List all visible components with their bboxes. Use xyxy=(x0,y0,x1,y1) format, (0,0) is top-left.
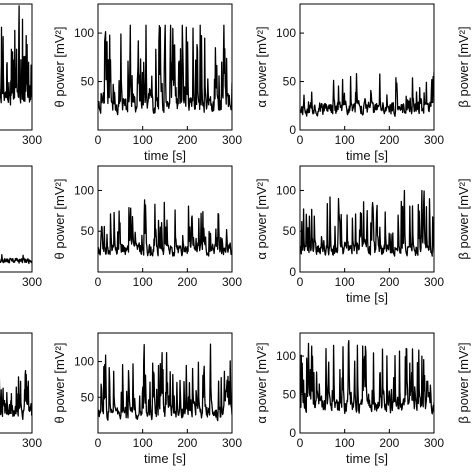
x-tick-label-r2c2-100: 100 xyxy=(335,275,355,289)
x-tick-label-r3c1-300: 300 xyxy=(222,436,242,450)
x-tick-label-r3c1-0: 0 xyxy=(95,436,102,450)
y-tick-label-r3c2-100: 100 xyxy=(276,349,296,363)
y-axis-label-r3c2: α power [mV²] xyxy=(254,342,269,423)
x-tick-label-r2c1-0: 0 xyxy=(95,275,102,289)
y-tick-label-r1c1-100: 100 xyxy=(74,26,94,40)
panel-r2c3: β power [mV²] xyxy=(456,178,471,259)
axes-box-r3c1 xyxy=(97,332,233,434)
x-tick-label-r1c2-300: 300 xyxy=(424,133,444,147)
axes-box-r2c0 xyxy=(0,165,33,273)
x-tick-label-r2c2-200: 200 xyxy=(379,275,399,289)
y-tick-label-r2c2-0: 0 xyxy=(289,265,296,279)
x-tick-label-r1c0-300: 300 xyxy=(22,133,42,147)
y-tick-label-r2c1-100: 100 xyxy=(74,183,94,197)
x-tick-label-r1c2-0: 0 xyxy=(297,133,304,147)
series-line-r1c1-0 xyxy=(98,24,232,116)
x-tick-label-r1c1-300: 300 xyxy=(222,133,242,147)
x-tick-label-r1c1-100: 100 xyxy=(133,133,153,147)
series-line-r1c0-0 xyxy=(0,5,32,106)
x-tick-label-r2c2-300: 300 xyxy=(424,275,444,289)
axes-box-r3c0 xyxy=(0,332,33,434)
panel-r2c0: 300 xyxy=(0,165,42,289)
x-axis-label-r3c1: time [s] xyxy=(144,451,186,466)
y-tick-label-r1c2-100: 100 xyxy=(276,26,296,40)
y-axis-label-r1c3: β power [mV²] xyxy=(456,26,471,107)
y-tick-label-r2c2-100: 100 xyxy=(276,183,296,197)
series-line-r3c0-0 xyxy=(0,370,32,421)
x-tick-label-r3c2-200: 200 xyxy=(379,436,399,450)
x-axis-label-r2c2: time [s] xyxy=(346,290,388,305)
series-line-r2c2-0 xyxy=(300,189,434,257)
axes-box-r1c2 xyxy=(299,3,435,131)
panel-r1c0: 300 xyxy=(0,3,42,147)
y-tick-label-r1c1-50: 50 xyxy=(81,75,95,89)
x-axis-label-r3c2: time [s] xyxy=(346,451,388,466)
y-axis-label-r3c1: θ power [mV²] xyxy=(52,343,67,424)
y-tick-label-r1c2-0: 0 xyxy=(289,123,296,137)
y-axis-label-r3c3: β power [mV²] xyxy=(456,342,471,423)
axes-box-r1c0 xyxy=(0,3,33,131)
x-tick-label-r2c1-300: 300 xyxy=(222,275,242,289)
x-tick-label-r3c2-100: 100 xyxy=(335,436,355,450)
x-tick-label-r1c2-100: 100 xyxy=(335,133,355,147)
x-tick-label-r1c2-200: 200 xyxy=(379,133,399,147)
x-tick-label-r3c0-300: 300 xyxy=(22,436,42,450)
series-line-r2c0-0 xyxy=(0,254,32,265)
y-axis-label-r2c1: θ power [mV²] xyxy=(52,179,67,260)
panel-r2c1: 0 100 200 300 50 100 θ power [mV²] xyxy=(52,165,242,289)
x-tick-label-r3c2-300: 300 xyxy=(424,436,444,450)
y-tick-label-r2c2-50: 50 xyxy=(283,224,297,238)
series-line-r2c1-0 xyxy=(98,199,232,257)
x-tick-label-r3c1-100: 100 xyxy=(133,436,153,450)
panel-r1c3: β power [mV²] xyxy=(456,26,471,107)
x-tick-label-r2c1-200: 200 xyxy=(177,275,197,289)
axes-box-r1c1 xyxy=(97,3,233,131)
x-tick-label-r1c1-0: 0 xyxy=(95,133,102,147)
y-tick-label-r3c1-50: 50 xyxy=(81,390,95,404)
x-tick-label-r1c1-200: 200 xyxy=(177,133,197,147)
x-tick-label-r2c1-100: 100 xyxy=(133,275,153,289)
x-axis-label-r1c1: time [s] xyxy=(144,148,186,163)
y-tick-label-r2c1-50: 50 xyxy=(81,224,95,238)
x-tick-label-r2c0-300: 300 xyxy=(22,275,42,289)
y-tick-label-r3c2-50: 50 xyxy=(283,388,297,402)
y-tick-label-r3c1-100: 100 xyxy=(74,355,94,369)
y-tick-label-r3c2-0: 0 xyxy=(289,426,296,440)
y-axis-label-r2c2: α power [mV²] xyxy=(254,178,269,259)
x-tick-label-r2c2-0: 0 xyxy=(297,275,304,289)
panel-r3c3: β power [mV²] xyxy=(456,342,471,423)
series-line-r3c1-0 xyxy=(98,343,232,422)
x-axis-label-r1c2: time [s] xyxy=(346,148,388,163)
x-tick-label-r3c2-0: 0 xyxy=(297,436,304,450)
y-tick-label-r1c2-50: 50 xyxy=(283,75,297,89)
axes-box-r2c1 xyxy=(97,165,233,273)
axes-box-r3c2 xyxy=(299,332,435,434)
y-axis-label-r2c3: β power [mV²] xyxy=(456,178,471,259)
axes-box-r2c2 xyxy=(299,165,435,273)
panel-r3c0: 300 xyxy=(0,332,42,450)
series-line-r3c2-0 xyxy=(300,340,434,415)
y-axis-label-r1c2: α power [mV²] xyxy=(254,26,269,107)
y-axis-label-r1c1: θ power [mV²] xyxy=(52,27,67,108)
x-tick-label-r3c1-200: 200 xyxy=(177,436,197,450)
series-line-r1c2-0 xyxy=(300,71,434,117)
